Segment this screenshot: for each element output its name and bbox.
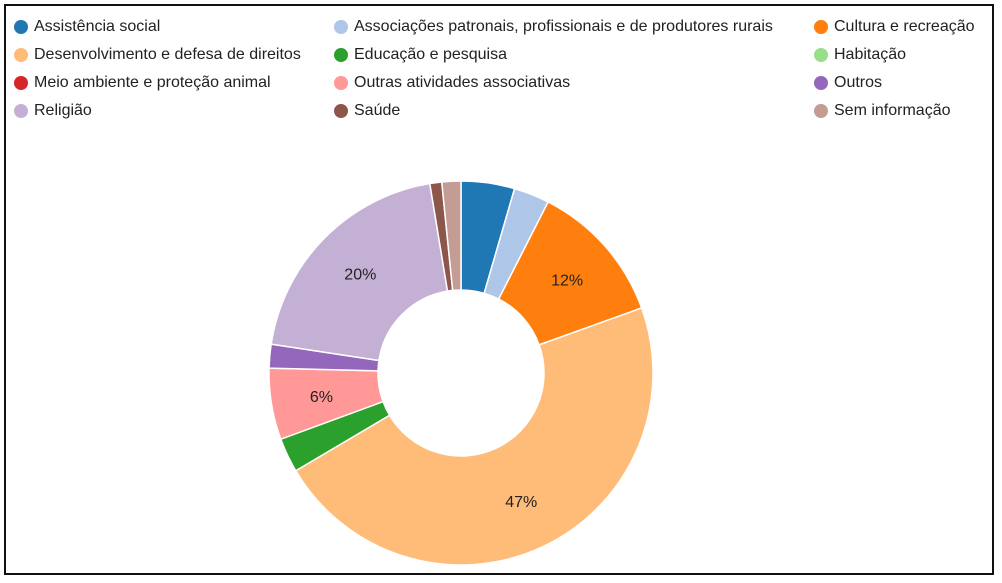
legend-label: Assistência social — [34, 18, 161, 35]
legend-swatch — [814, 104, 828, 118]
legend-item-outras-atividades-associativas[interactable]: Outras atividades associativas — [334, 72, 814, 94]
slice-label-desenvolvimento-e-defesa-de-direitos: 47% — [505, 494, 537, 511]
legend-label: Desenvolvimento e defesa de direitos — [34, 46, 301, 63]
legend-item-assistencia-social[interactable]: Assistência social — [14, 16, 334, 38]
legend-swatch — [334, 76, 348, 90]
legend-item-sem-informacao[interactable]: Sem informação — [814, 100, 992, 122]
legend-label: Sem informação — [834, 102, 951, 119]
legend-label: Outros — [834, 74, 883, 91]
legend-swatch — [14, 20, 28, 34]
legend-label: Cultura e recreação — [834, 18, 975, 35]
legend-item-educacao-e-pesquisa[interactable]: Educação e pesquisa — [334, 44, 814, 66]
legend-swatch — [14, 104, 28, 118]
legend-item-associacoes-patronais-profissionais-e-de-produtores-rurais[interactable]: Associações patronais, profissionais e d… — [334, 16, 814, 38]
slice-label-religiao: 20% — [344, 267, 376, 284]
legend-item-saude[interactable]: Saúde — [334, 100, 814, 122]
slice-sem-informacao[interactable] — [440, 180, 462, 292]
legend-label: Religião — [34, 102, 92, 119]
legend-item-habitacao[interactable]: Habitação — [814, 44, 992, 66]
legend-label: Educação e pesquisa — [354, 46, 507, 63]
legend-item-religiao[interactable]: Religião — [14, 100, 334, 122]
legend-label: Saúde — [354, 102, 401, 119]
legend-swatch — [814, 20, 828, 34]
legend-label: Outras atividades associativas — [354, 74, 571, 91]
legend: Assistência social Associações patronais,… — [14, 16, 992, 122]
legend-swatch — [334, 20, 348, 34]
slice-desenvolvimento-e-defesa-de-direitos[interactable] — [294, 307, 654, 566]
slice-label-cultura-e-recreacao: 12% — [551, 272, 583, 289]
legend-swatch — [334, 48, 348, 62]
legend-label: Meio ambiente e proteção animal — [34, 74, 271, 91]
legend-item-meio-ambiente-e-protecao-animal[interactable]: Meio ambiente e proteção animal — [14, 72, 334, 94]
legend-swatch — [334, 104, 348, 118]
legend-swatch — [14, 76, 28, 90]
slice-religiao[interactable] — [270, 182, 449, 362]
legend-item-cultura-e-recreacao[interactable]: Cultura e recreação — [814, 16, 992, 38]
donut-chart: 12% 47% 6% 20% — [268, 180, 654, 566]
legend-label: Habitação — [834, 46, 907, 63]
chart-frame: Assistência social Associações patronais,… — [4, 4, 994, 575]
legend-label: Associações patronais, profissionais e d… — [354, 18, 773, 35]
slice-label-outras-atividades-associativas: 6% — [310, 389, 333, 406]
legend-item-desenvolvimento-e-defesa-de-direitos[interactable]: Desenvolvimento e defesa de direitos — [14, 44, 334, 66]
legend-swatch — [14, 48, 28, 62]
legend-swatch — [814, 48, 828, 62]
legend-swatch — [814, 76, 828, 90]
legend-item-outros[interactable]: Outros — [814, 72, 992, 94]
